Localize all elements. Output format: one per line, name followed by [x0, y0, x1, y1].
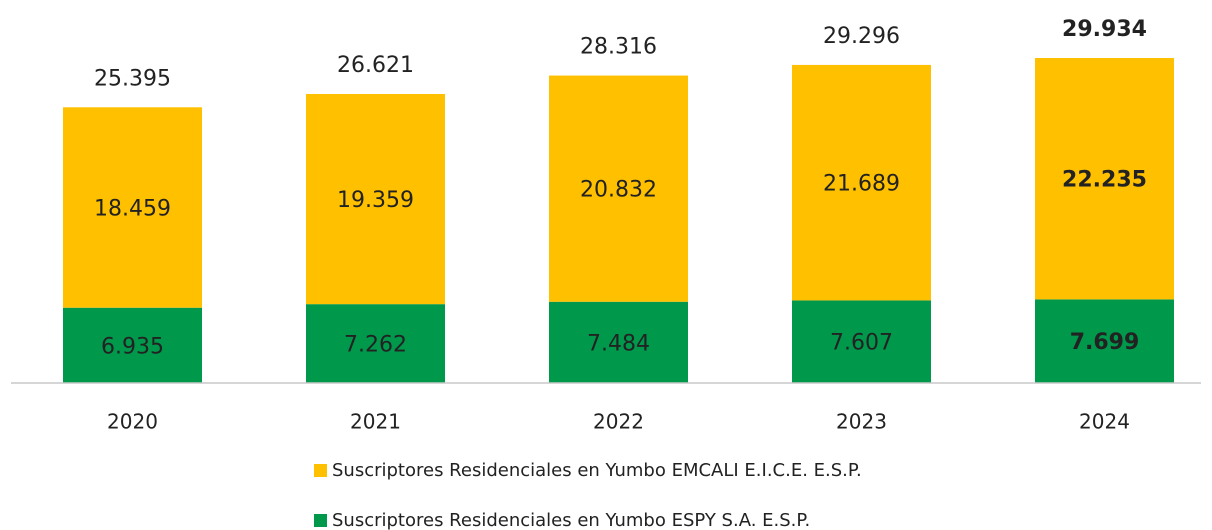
- legend-label: Suscriptores Residenciales en Yumbo EMCA…: [332, 460, 862, 481]
- bar-segment: [549, 75, 688, 302]
- bar-segment: [63, 307, 202, 383]
- total-label: 28.316: [580, 35, 657, 60]
- value-label: 22.235: [1062, 168, 1147, 193]
- total-label: 26.621: [337, 53, 414, 78]
- total-label: 25.395: [94, 66, 171, 91]
- value-label: 18.459: [94, 196, 171, 221]
- bar-segment: [63, 107, 202, 308]
- x-tick-label: 2021: [350, 410, 401, 434]
- value-label: 7.484: [587, 331, 650, 356]
- bar-segment: [1035, 299, 1174, 383]
- legend-swatch: [314, 464, 327, 477]
- total-label: 29.934: [1062, 17, 1147, 42]
- value-label: 20.832: [580, 178, 657, 203]
- value-label: 21.689: [823, 172, 900, 197]
- total-label: 29.296: [823, 24, 900, 49]
- x-tick-label: 2022: [593, 410, 644, 434]
- value-label: 7.607: [830, 331, 893, 356]
- x-tick-label: 2023: [836, 410, 887, 434]
- value-label: 7.699: [1070, 330, 1140, 355]
- x-tick-label: 2020: [107, 410, 158, 434]
- bar-segment: [792, 300, 931, 383]
- x-tick-label: 2024: [1079, 410, 1130, 434]
- legend-label: Suscriptores Residenciales en Yumbo ESPY…: [332, 510, 810, 530]
- legend-swatch: [314, 514, 327, 527]
- bar-segment: [306, 93, 445, 305]
- bar-segment: [549, 301, 688, 383]
- bar-segment: [792, 64, 931, 301]
- bar-segment: [1035, 58, 1174, 300]
- bar-segment: [306, 304, 445, 383]
- value-label: 6.935: [101, 334, 164, 359]
- value-label: 7.262: [344, 333, 407, 358]
- value-label: 19.359: [337, 188, 414, 213]
